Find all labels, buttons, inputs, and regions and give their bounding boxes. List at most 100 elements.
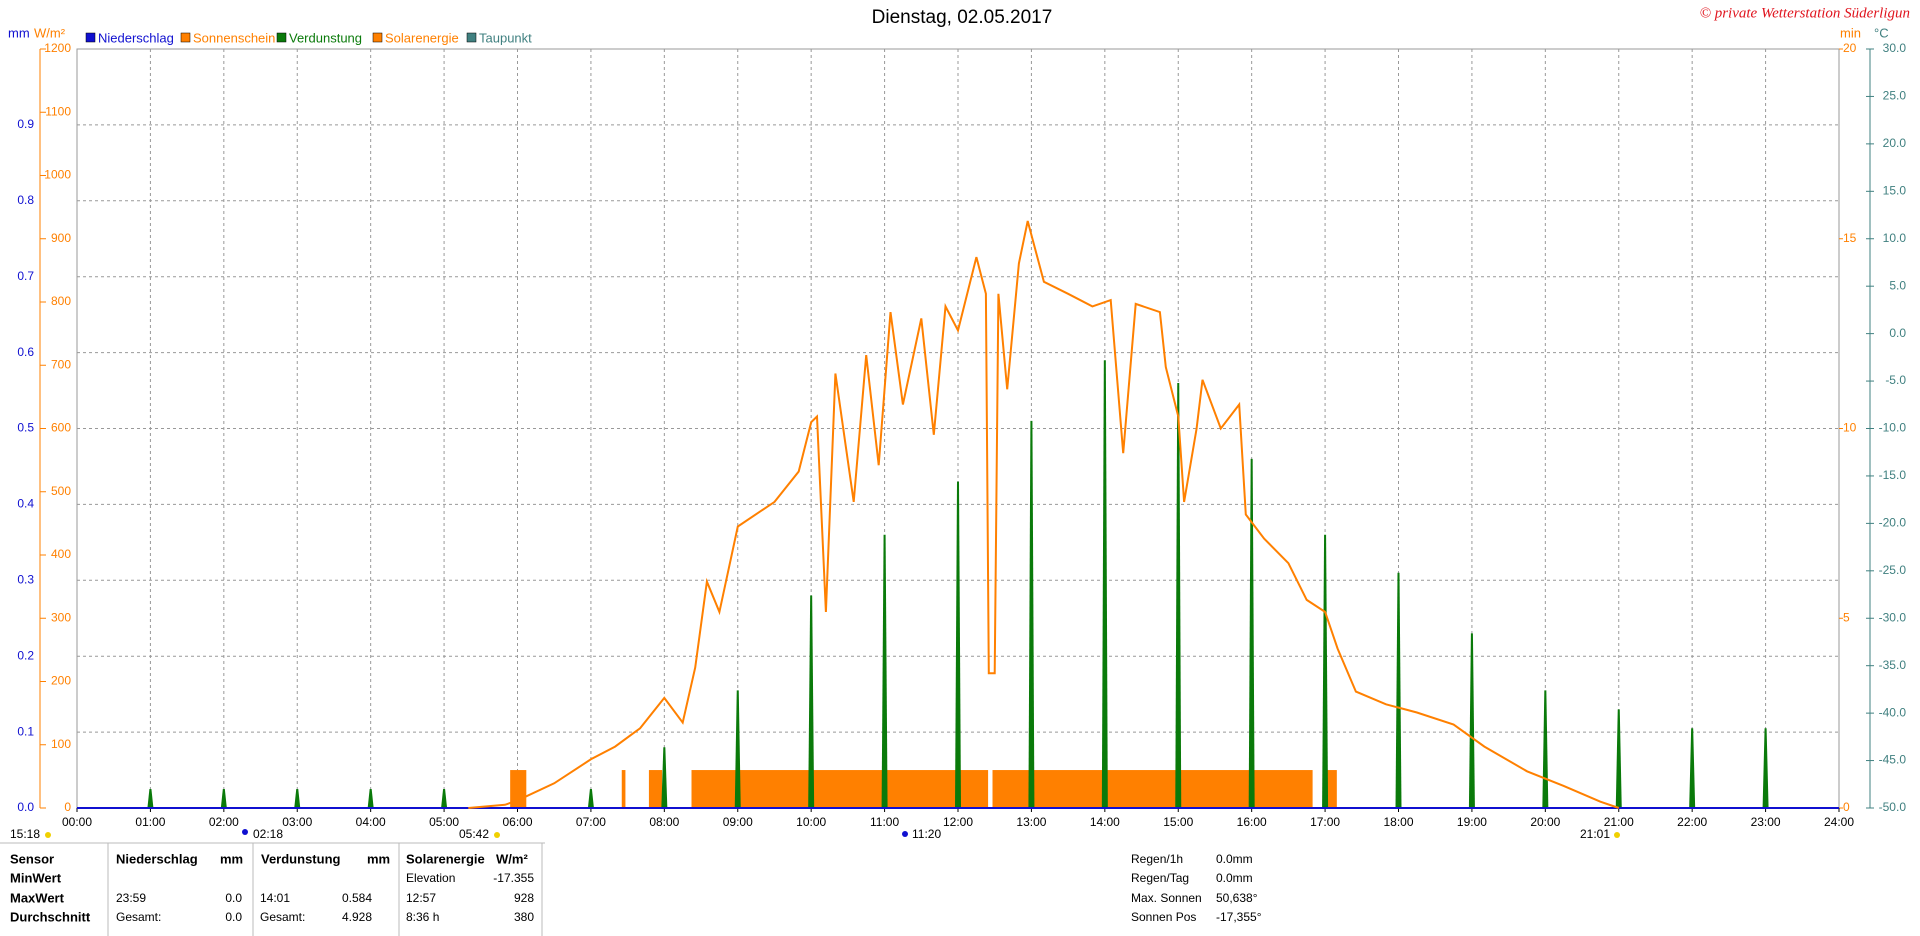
sun-label: Regen/Tag: [1131, 871, 1189, 885]
y-tick-label: 400: [51, 547, 71, 561]
table-cell-value: 0.0: [225, 910, 242, 924]
y2-tick-label: 0.8: [17, 193, 34, 207]
marker-icon: [242, 829, 248, 835]
evaporation-spike: [661, 747, 668, 808]
evaporation-spike: [1322, 534, 1329, 808]
evaporation-spike: [1615, 709, 1622, 808]
x-tick-label: 02:00: [209, 815, 239, 829]
y3-tick-label: 15: [1843, 231, 1857, 245]
series-line: [468, 220, 1620, 809]
y-tick-label: 1100: [45, 104, 71, 118]
y-tick-label: 100: [51, 737, 71, 751]
evaporation-spike: [734, 690, 741, 808]
table-cell-value: 0.0: [225, 891, 242, 905]
y-tick-label: 700: [51, 357, 71, 371]
y4-tick-label: -10.0: [1879, 421, 1907, 435]
x-tick-label: 22:00: [1677, 815, 1707, 829]
x-tick-label: 14:00: [1090, 815, 1120, 829]
x-tick-label: 21:00: [1604, 815, 1634, 829]
y-tick-label: 1200: [44, 41, 71, 55]
legend-swatch: [180, 32, 191, 43]
sun-value: 0.0mm: [1216, 871, 1253, 885]
evaporation-spike: [808, 595, 815, 808]
sun-value: 0.0mm: [1216, 852, 1253, 866]
evaporation-spike: [1689, 728, 1696, 808]
evaporation-spike: [881, 534, 888, 808]
y2-tick-label: 0.1: [17, 724, 34, 738]
sun-label: Max. Sonnen: [1131, 891, 1202, 905]
x-tick-label: 24:00: [1824, 815, 1854, 829]
y4-tick-label: 25.0: [1883, 89, 1907, 103]
table-header-unit: W/m²: [496, 851, 528, 866]
y4-tick-label: -25.0: [1879, 563, 1907, 577]
marker-icon: [1614, 832, 1620, 838]
legend-swatch: [466, 32, 477, 43]
y-tick-label: 1000: [44, 168, 71, 182]
x-tick-label: 20:00: [1530, 815, 1560, 829]
sunshine-bar: [691, 770, 989, 808]
y2-tick-label: 0.7: [17, 269, 34, 283]
table-header: Niederschlag: [116, 851, 198, 866]
table-cell-value: 928: [514, 891, 534, 905]
evaporation-spike: [587, 789, 594, 808]
chart-title: Dienstag, 02.05.2017: [872, 7, 1053, 28]
y3-unit: min: [1840, 25, 1861, 40]
table-cell-value: 0.584: [342, 891, 372, 905]
y4-tick-label: -45.0: [1879, 753, 1907, 767]
evaporation-spike: [955, 481, 961, 808]
x-tick-label: 05:00: [429, 815, 459, 829]
y4-tick-label: 15.0: [1883, 183, 1907, 197]
evaporation-spike: [367, 789, 374, 808]
x-tick-label: 07:00: [576, 815, 606, 829]
x-tick-label: 06:00: [502, 815, 532, 829]
x-tick-label: 01:00: [135, 815, 165, 829]
table-header-unit: mm: [220, 851, 243, 866]
table-cell-label: Gesamt:: [116, 910, 161, 924]
sun-value: 50,638°: [1216, 891, 1258, 905]
legend-swatch: [85, 32, 96, 43]
evaporation-spike: [1395, 572, 1402, 808]
marker-icon: [494, 832, 500, 838]
table-row-label: MinWert: [10, 870, 62, 885]
x-tick-label: 11:00: [870, 815, 899, 829]
y3-tick-label: 0: [1843, 800, 1850, 814]
y-tick-label: 500: [51, 484, 71, 498]
marker-icon: [45, 832, 51, 838]
x-tick-label: 04:00: [356, 815, 386, 829]
x-tick-label: 23:00: [1751, 815, 1781, 829]
legend-label: Niederschlag: [98, 30, 174, 45]
evaporation-spike: [220, 789, 227, 808]
y4-tick-label: -35.0: [1879, 658, 1907, 672]
table-cell-label: Gesamt:: [260, 910, 305, 924]
x-tick-label: 12:00: [943, 815, 973, 829]
y3-tick-label: 5: [1843, 610, 1850, 624]
evaporation-spike: [147, 789, 154, 808]
y4-tick-label: 30.0: [1883, 41, 1907, 55]
legend-label: Solarenergie: [385, 30, 459, 45]
sun-label: Regen/1h: [1131, 852, 1183, 866]
y3-tick-label: 10: [1843, 421, 1857, 435]
table-row-label: MaxWert: [10, 890, 65, 905]
y-tick-label: 300: [51, 610, 71, 624]
credit: © private Wetterstation Süderligun: [1700, 5, 1910, 21]
table-row-label: Durchschnitt: [10, 909, 91, 924]
table-cell-value: 4.928: [342, 910, 372, 924]
legend-swatch: [372, 32, 383, 43]
time-marker: 15:18: [10, 827, 40, 841]
sunshine-bar: [621, 770, 626, 808]
x-tick-label: 18:00: [1383, 815, 1413, 829]
time-marker: 05:42: [459, 827, 489, 841]
y2-tick-label: 0.3: [17, 572, 34, 586]
table-cell-value: -17.355: [493, 871, 534, 885]
x-tick-label: 10:00: [796, 815, 826, 829]
y4-tick-label: -5.0: [1885, 373, 1906, 387]
y-tick-label: 200: [51, 674, 71, 688]
table-cell-value: 380: [514, 910, 534, 924]
x-tick-label: 03:00: [282, 815, 312, 829]
time-marker: 02:18: [253, 827, 283, 841]
evaporation-spike: [1248, 458, 1255, 808]
x-tick-label: 19:00: [1457, 815, 1487, 829]
evaporation-spike: [1028, 420, 1035, 808]
evaporation-spike: [1762, 728, 1769, 808]
y-unit: W/m²: [34, 25, 66, 40]
